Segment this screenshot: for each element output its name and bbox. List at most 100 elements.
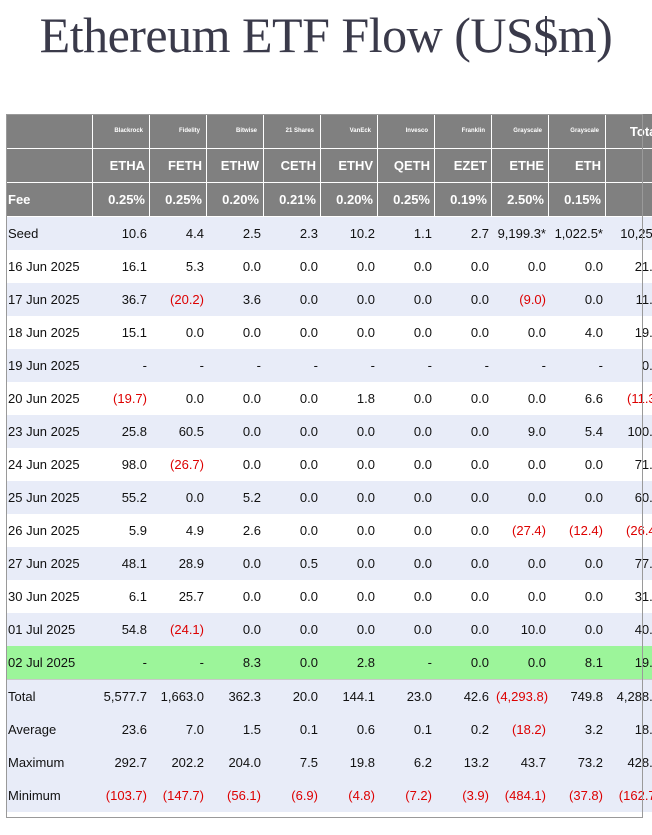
- flow-cell: 2.8: [321, 646, 378, 679]
- flow-cell: -: [207, 349, 264, 382]
- flow-cell: 0.0: [321, 514, 378, 547]
- summary-rows: Total 5,577.7 1,663.0 362.3 20.0 144.1 23.0 42.…: [6, 679, 652, 812]
- summary-row: Average 23.6 7.0 1.5 0.1 0.6 0.1 0.2 (18.2) 3.2 18…: [6, 713, 652, 746]
- flow-cell: 4.4: [150, 217, 207, 250]
- flow-cell: 55.2: [93, 481, 150, 514]
- table-row: 02 Jul 2025--8.30.02.8-0.00.08.119.2: [6, 646, 652, 679]
- table-row: 16 Jun 2025 16.1 5.3 0.0 0.0 0.0 0.0 0.0 0.0 0.0 2…: [6, 250, 652, 283]
- flow-cell: 1.1: [378, 217, 435, 250]
- row-date-label: Seed: [6, 217, 93, 250]
- flow-cell: 0.0: [207, 613, 264, 646]
- flow-cell: 0.0: [264, 250, 321, 283]
- flow-cell: -: [378, 349, 435, 382]
- flow-cell: (19.7): [93, 382, 150, 415]
- flow-cell: 0.0: [321, 250, 378, 283]
- summary-cell: 20.0: [264, 679, 321, 713]
- flow-cell: 6.6: [549, 382, 606, 415]
- table-row: 20 Jun 2025 (19.7) 0.0 0.0 0.0 1.8 0.0 0.0 0.0 6.…: [6, 382, 652, 415]
- flow-cell: 0.0: [264, 283, 321, 316]
- summary-cell: 5,577.7: [93, 679, 150, 713]
- flow-cell: 8.3: [207, 646, 264, 679]
- flow-cell: 0.0: [264, 481, 321, 514]
- flow-cell: 77.5: [606, 547, 652, 580]
- flow-cell: 0.0: [378, 448, 435, 481]
- flow-cell: 31.8: [606, 580, 652, 613]
- issuer-label: 21 Shares: [264, 114, 321, 149]
- table-row: 26 Jun 2025 5.9 4.9 2.6 0.0 0.0 0.0 0.0 (27.4) (1…: [6, 514, 652, 547]
- flow-cell: 10.0: [492, 613, 549, 646]
- summary-cell: (162.7): [606, 779, 652, 812]
- summary-cell: (103.7): [93, 779, 150, 812]
- flow-cell: 0.0: [378, 547, 435, 580]
- row-date-label: 24 Jun 2025: [6, 448, 93, 481]
- ticker-label: ETH: [549, 149, 606, 183]
- flow-cell: 0.0: [378, 481, 435, 514]
- flow-cell: 0.0: [264, 646, 321, 679]
- flow-cell: 0.0: [378, 250, 435, 283]
- row-date-label: 01 Jul 2025: [6, 613, 93, 646]
- flow-cell: 19.1: [606, 316, 652, 349]
- table-row: Seed 10.6 4.4 2.5 2.3 10.2 1.1 2.7 9,199.3* 1,022…: [6, 217, 652, 250]
- flow-cell: 4.0: [549, 316, 606, 349]
- summary-cell: 428.5: [606, 746, 652, 779]
- flow-cell: 1,022.5*: [549, 217, 606, 250]
- flow-cell: 16.1: [93, 250, 150, 283]
- flow-cell: 100.7: [606, 415, 652, 448]
- header-blank: [6, 114, 93, 149]
- flow-cell: 0.0: [321, 613, 378, 646]
- fee-value: 0.25%: [93, 183, 150, 217]
- ticker-label: EZET: [435, 149, 492, 183]
- flow-cell: 0.0: [378, 316, 435, 349]
- flow-cell: -: [378, 646, 435, 679]
- flow-cell: 0.0: [435, 613, 492, 646]
- flow-cell: 0.0: [435, 316, 492, 349]
- flow-cell: 0.0: [378, 415, 435, 448]
- flow-cell: 0.0: [435, 646, 492, 679]
- flow-cell: 48.1: [93, 547, 150, 580]
- flow-cell: 0.0: [150, 481, 207, 514]
- flow-cell: 0.0: [435, 283, 492, 316]
- row-date-label: 27 Jun 2025: [6, 547, 93, 580]
- flow-cell: 0.0: [150, 382, 207, 415]
- flow-cell: 0.0: [207, 580, 264, 613]
- flow-cell: 36.7: [93, 283, 150, 316]
- flow-cell: 40.7: [606, 613, 652, 646]
- flow-cell: 0.0: [264, 415, 321, 448]
- flow-cell: 0.0: [492, 481, 549, 514]
- flow-cell: 0.0: [492, 646, 549, 679]
- fee-value: 2.50%: [492, 183, 549, 217]
- flow-cell: 0.0: [378, 613, 435, 646]
- flow-cell: 0.0: [207, 448, 264, 481]
- row-date-label: 16 Jun 2025: [6, 250, 93, 283]
- summary-cell: (147.7): [150, 779, 207, 812]
- summary-cell: 144.1: [321, 679, 378, 713]
- fee-value: 0.15%: [549, 183, 606, 217]
- flow-cell: 0.0: [207, 415, 264, 448]
- flow-cell: 4.9: [150, 514, 207, 547]
- table-row: 01 Jul 2025 54.8 (24.1) 0.0 0.0 0.0 0.0 0.0 10.0…: [6, 613, 652, 646]
- flow-cell: 0.0: [264, 316, 321, 349]
- flow-cell: 2.3: [264, 217, 321, 250]
- table-row: 17 Jun 2025 36.7 (20.2) 3.6 0.0 0.0 0.0 0.0 (9.0…: [6, 283, 652, 316]
- flow-cell: 6.1: [93, 580, 150, 613]
- flow-cell: 0.0: [492, 250, 549, 283]
- summary-cell: 1,663.0: [150, 679, 207, 713]
- summary-cell: 204.0: [207, 746, 264, 779]
- summary-cell: (6.9): [264, 779, 321, 812]
- ticker-label: ETHV: [321, 149, 378, 183]
- table-row: 18 Jun 2025 15.1 0.0 0.0 0.0 0.0 0.0 0.0 0.0 4.0 1…: [6, 316, 652, 349]
- flow-cell: 5.2: [207, 481, 264, 514]
- flow-cell: 28.9: [150, 547, 207, 580]
- header-blank: [606, 183, 652, 217]
- summary-label: Average: [6, 713, 93, 746]
- fee-row: Fee 0.25% 0.25% 0.20% 0.21% 0.20% 0.25% 0.19% 2.…: [6, 183, 652, 217]
- row-date-label: 25 Jun 2025: [6, 481, 93, 514]
- issuer-label: Franklin: [435, 114, 492, 149]
- flow-cell: 71.3: [606, 448, 652, 481]
- flow-cell: -: [435, 349, 492, 382]
- summary-label: Total: [6, 679, 93, 713]
- flow-cell: 0.0: [549, 448, 606, 481]
- flow-cell: 0.0: [264, 448, 321, 481]
- flow-cell: 0.0: [435, 514, 492, 547]
- flow-cell: 0.0: [549, 613, 606, 646]
